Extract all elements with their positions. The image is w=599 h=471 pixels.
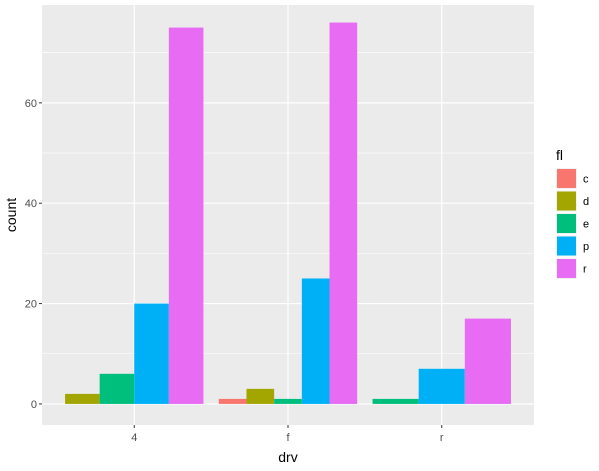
bar-f-p	[301, 278, 330, 404]
bar-f-r	[329, 22, 358, 404]
legend-label-d: d	[583, 196, 589, 208]
bar-r-e	[372, 398, 419, 404]
bar-f-c	[218, 398, 247, 404]
y-tick-label: 40	[25, 198, 37, 210]
legend-key-e	[557, 214, 576, 233]
legend-label-r: r	[583, 264, 587, 276]
y-tick-label: 60	[25, 98, 37, 110]
x-tick-label: f	[286, 432, 290, 444]
bar-4-r	[168, 27, 204, 404]
legend-label-e: e	[583, 219, 589, 231]
legend-key-c	[557, 169, 576, 188]
x-tick-label: r	[440, 432, 444, 444]
bar-r-r	[464, 318, 511, 404]
legend-label-p: p	[583, 241, 589, 253]
bars	[65, 22, 511, 404]
bar-r-p	[418, 368, 465, 404]
y-axis: 0 20 40 60	[25, 98, 42, 411]
y-tick-label: 20	[25, 299, 37, 311]
x-axis-title: drv	[278, 449, 297, 465]
y-axis-title: count	[3, 198, 19, 232]
x-tick-label: 4	[131, 432, 137, 444]
legend-title: fl	[556, 147, 563, 163]
x-axis: 4 f r	[131, 425, 444, 444]
y-tick-label: 0	[31, 399, 37, 411]
bar-4-p	[134, 303, 169, 404]
legend-label-c: c	[583, 174, 589, 186]
bar-f-d	[246, 388, 275, 404]
bar-f-e	[274, 398, 302, 404]
legend-key-p	[557, 236, 576, 256]
major-gridlines	[42, 5, 534, 425]
bar-4-e	[99, 373, 135, 404]
legend-key-d	[557, 191, 576, 211]
legend-key-r	[557, 259, 576, 278]
bar-4-d	[65, 393, 100, 404]
